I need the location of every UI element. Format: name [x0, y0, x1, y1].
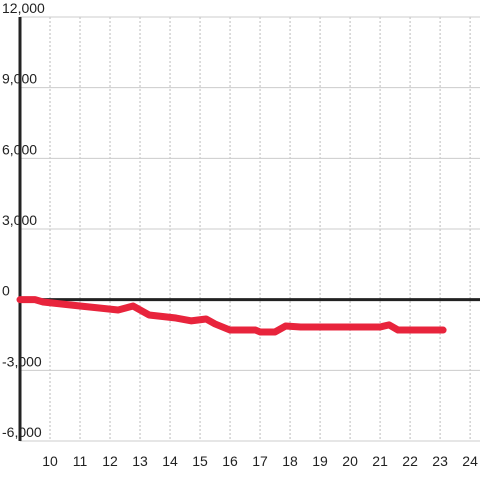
x-tick-label: 20 — [342, 453, 358, 469]
x-tick-label: 18 — [282, 453, 298, 469]
x-tick-label: 24 — [462, 453, 478, 469]
x-tick-label: 16 — [222, 453, 238, 469]
y-tick-label: -6,000 — [2, 424, 42, 440]
x-tick-label: 15 — [192, 453, 208, 469]
y-tick-label: -3,000 — [2, 353, 42, 369]
x-tick-label: 23 — [432, 453, 448, 469]
x-tick-label: 17 — [252, 453, 268, 469]
x-tick-label: 14 — [162, 453, 178, 469]
x-tick-label: 22 — [402, 453, 418, 469]
x-tick-label: 10 — [42, 453, 58, 469]
x-tick-label: 13 — [132, 453, 148, 469]
y-tick-label: 0 — [2, 283, 10, 299]
data-line — [16, 296, 447, 336]
y-tick-label: 12,000 — [2, 0, 45, 16]
x-tick-label: 12 — [102, 453, 118, 469]
x-tick-label: 11 — [73, 453, 88, 469]
x-tick-label: 21 — [372, 453, 388, 469]
x-tick-label: 19 — [312, 453, 328, 469]
